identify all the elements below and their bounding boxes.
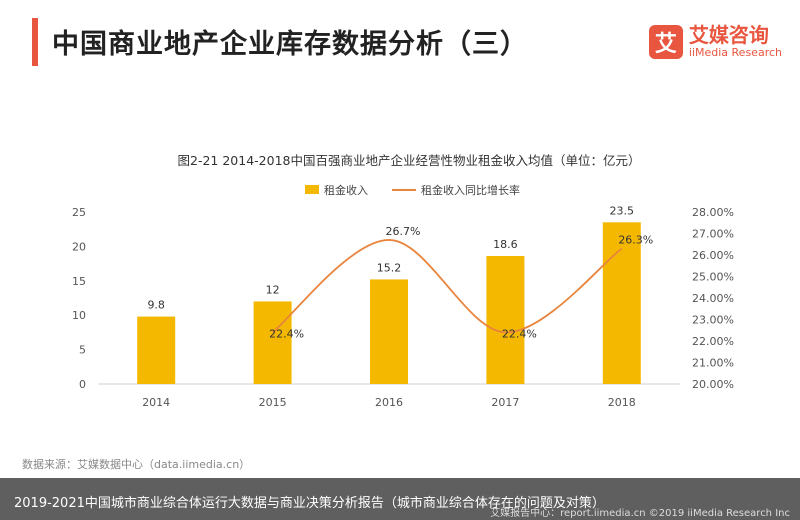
y-left-tick-label: 5 bbox=[79, 344, 86, 357]
y-right-tick-label: 26.00% bbox=[692, 249, 734, 262]
legend-swatch-bar bbox=[305, 185, 319, 194]
page-title: 中国商业地产企业库存数据分析（三） bbox=[52, 29, 528, 60]
x-tick-label: 2015 bbox=[259, 396, 287, 409]
bar bbox=[137, 316, 176, 384]
title-accent-bar bbox=[32, 18, 38, 66]
line-data-label: 26.3% bbox=[618, 234, 653, 247]
line-data-label: 22.4% bbox=[269, 327, 304, 340]
logo-mark: 艾 bbox=[648, 25, 683, 59]
bar bbox=[253, 301, 292, 384]
y-left-tick-label: 25 bbox=[72, 206, 86, 219]
bar bbox=[486, 256, 525, 384]
bar-data-label: 23.5 bbox=[610, 204, 635, 217]
y-right-tick-label: 20.00% bbox=[692, 378, 734, 391]
bar-data-label: 9.8 bbox=[147, 299, 165, 312]
legend-label-line: 租金收入同比增长率 bbox=[421, 183, 520, 197]
y-right-tick-label: 22.00% bbox=[692, 335, 734, 348]
y-left-tick-label: 10 bbox=[72, 309, 86, 322]
bar bbox=[602, 222, 641, 384]
y-left-tick-label: 0 bbox=[79, 378, 86, 391]
bottom-band bbox=[0, 478, 800, 520]
bar bbox=[370, 279, 408, 384]
y-left-tick-label: 20 bbox=[72, 240, 86, 253]
y-right-tick-label: 27.00% bbox=[692, 228, 734, 241]
y-right-tick-label: 23.00% bbox=[692, 314, 734, 327]
growth-rate-line bbox=[272, 239, 623, 334]
y-right-tick-label: 28.00% bbox=[692, 206, 734, 219]
data-source: 数据来源：艾媒数据中心（data.iimedia.cn） bbox=[22, 458, 251, 471]
legend-label-bar: 租金收入 bbox=[324, 183, 368, 197]
line-data-label: 26.7% bbox=[386, 225, 421, 238]
x-tick-label: 2014 bbox=[142, 396, 170, 409]
logo-en: iiMedia Research bbox=[688, 46, 782, 59]
report-caption: 2019-2021中国城市商业综合体运行大数据与商业决策分析报告（城市商业综合体… bbox=[14, 496, 605, 511]
bar-data-label: 15.2 bbox=[377, 261, 402, 274]
bar-data-label: 18.6 bbox=[493, 238, 518, 251]
report-credit: 艾媒报告中心：report.iimedia.cn ©2019 iiMedia R… bbox=[490, 508, 790, 519]
bar-data-label: 12 bbox=[266, 283, 280, 296]
x-tick-label: 2018 bbox=[608, 396, 636, 409]
y-left-tick-label: 15 bbox=[72, 275, 86, 288]
logo-cn: 艾媒咨询 bbox=[688, 23, 769, 47]
chart-title: 图2-21 2014-2018中国百强商业地产企业经营性物业租金收入均值（单位：… bbox=[178, 153, 641, 168]
x-tick-label: 2016 bbox=[375, 396, 403, 409]
x-tick-label: 2017 bbox=[491, 396, 519, 409]
y-right-tick-label: 24.00% bbox=[692, 292, 734, 305]
y-right-tick-label: 25.00% bbox=[692, 271, 734, 284]
y-right-tick-label: 21.00% bbox=[692, 357, 734, 370]
logo: 艾 艾媒咨询 iiMedia Research bbox=[648, 14, 782, 70]
line-data-label: 22.4% bbox=[502, 327, 537, 340]
